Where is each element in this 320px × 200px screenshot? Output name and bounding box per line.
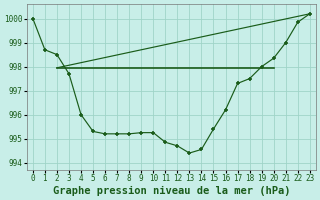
X-axis label: Graphe pression niveau de la mer (hPa): Graphe pression niveau de la mer (hPa)	[52, 186, 290, 196]
